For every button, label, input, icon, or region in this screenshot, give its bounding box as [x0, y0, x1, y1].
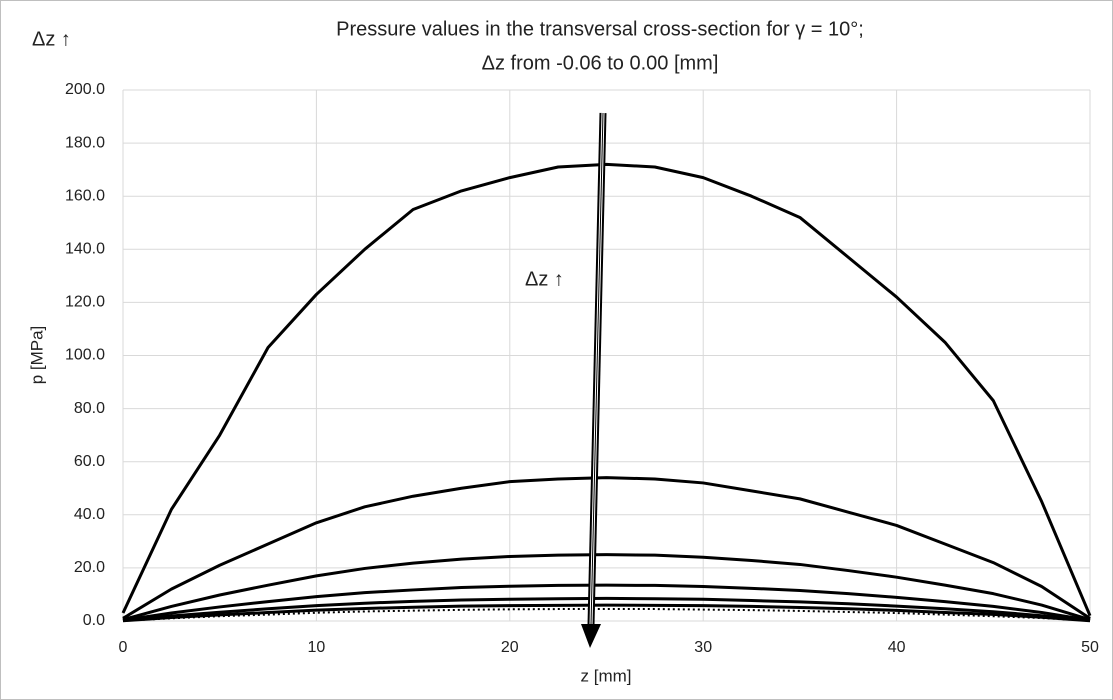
- y-tick-label: 0.0: [83, 612, 105, 629]
- arrow: [581, 112, 607, 648]
- grid: [122, 89, 1091, 622]
- y-tick-label: 180.0: [65, 134, 105, 151]
- series-line: [122, 596, 1091, 622]
- plot: [121, 162, 1092, 623]
- arrow-shaft-core: [590, 112, 604, 626]
- corner-annotation: Δz ↑: [32, 28, 71, 50]
- series-line: [122, 553, 1091, 622]
- y-tick-label: 140.0: [65, 241, 105, 258]
- y-tick-label: 80.0: [74, 400, 105, 417]
- x-tick-label: 20: [501, 639, 519, 656]
- chart-subtitle: Δz from -0.06 to 0.00 [mm]: [482, 52, 719, 74]
- x-tick-label: 0: [119, 639, 128, 656]
- x-tick-label: 40: [888, 639, 906, 656]
- series-line: [121, 162, 1092, 617]
- series-line: [122, 603, 1091, 623]
- arrow-head: [581, 624, 601, 648]
- y-axis-label: p [MPa]: [27, 326, 46, 385]
- arrow-annotation: Δz ↑: [525, 268, 564, 290]
- x-tick-label: 50: [1081, 639, 1099, 656]
- y-tick-label: 200.0: [65, 81, 105, 98]
- series-line: [122, 583, 1091, 622]
- chart-title: Pressure values in the transversal cross…: [336, 18, 864, 40]
- x-axis-label: z [mm]: [581, 666, 632, 685]
- series-line: [122, 608, 1091, 622]
- y-tick-label: 160.0: [65, 187, 105, 204]
- y-tick-label: 100.0: [65, 347, 105, 364]
- y-tick-label: 20.0: [74, 559, 105, 576]
- y-tick-label: 40.0: [74, 506, 105, 523]
- y-tick-label: 60.0: [74, 453, 105, 470]
- series-line: [122, 476, 1091, 620]
- x-tick-label: 30: [694, 639, 712, 656]
- x-tick-label: 10: [308, 639, 326, 656]
- y-tick-label: 120.0: [65, 294, 105, 311]
